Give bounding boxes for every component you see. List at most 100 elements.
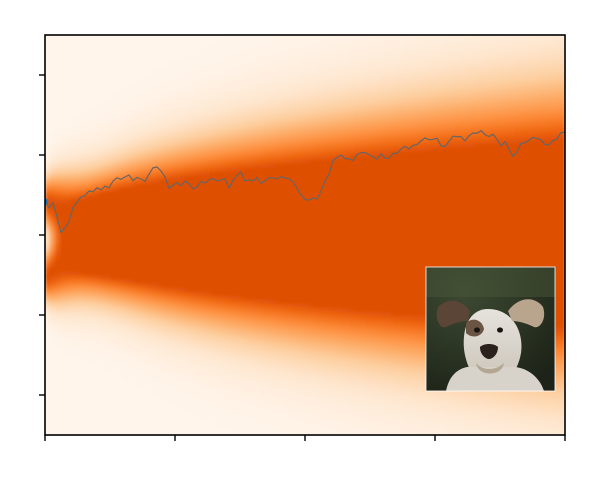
- heat-cell: [225, 87, 231, 92]
- heat-cell: [105, 311, 111, 316]
- heat-cell: [275, 371, 281, 376]
- heat-cell: [90, 343, 96, 348]
- heat-cell: [285, 283, 291, 288]
- heat-cell: [225, 239, 231, 244]
- heat-cell: [65, 219, 71, 224]
- heat-cell: [170, 291, 176, 296]
- heat-cell: [290, 423, 296, 428]
- heat-cell: [260, 431, 266, 435]
- heat-cell: [235, 211, 241, 216]
- heat-cell: [55, 71, 61, 76]
- heat-cell: [285, 247, 291, 252]
- heat-cell: [50, 327, 56, 332]
- heat-cell: [125, 359, 131, 364]
- heat-cell: [70, 327, 76, 332]
- heat-cell: [240, 43, 246, 48]
- heat-cell: [170, 279, 176, 284]
- heat-cell: [90, 295, 96, 300]
- heat-cell: [285, 423, 291, 428]
- heat-cell: [245, 131, 251, 136]
- heat-cell: [150, 135, 156, 140]
- heat-cell: [185, 143, 191, 148]
- heat-cell: [150, 319, 156, 324]
- heat-cell: [75, 131, 81, 136]
- heat-cell: [110, 183, 116, 188]
- heat-cell: [135, 367, 141, 372]
- heat-cell: [245, 311, 251, 316]
- heat-cell: [120, 227, 126, 232]
- heat-cell: [235, 351, 241, 356]
- heat-cell: [95, 403, 101, 408]
- heat-cell: [240, 87, 246, 92]
- heat-cell: [120, 247, 126, 252]
- heat-cell: [165, 295, 171, 300]
- heat-cell: [170, 79, 176, 84]
- heat-cell: [265, 375, 271, 380]
- heat-cell: [85, 427, 91, 432]
- heat-cell: [65, 151, 71, 156]
- heat-cell: [115, 387, 121, 392]
- heat-cell: [255, 131, 261, 136]
- heat-cell: [155, 191, 161, 196]
- heat-cell: [270, 359, 276, 364]
- heat-cell: [150, 299, 156, 304]
- heat-cell: [200, 243, 206, 248]
- heat-cell: [195, 263, 201, 268]
- heat-cell: [95, 267, 101, 272]
- heat-cell: [120, 243, 126, 248]
- heat-cell: [95, 411, 101, 416]
- heat-cell: [215, 175, 221, 180]
- heat-cell: [220, 151, 226, 156]
- heat-cell: [205, 187, 211, 192]
- heat-cell: [115, 115, 121, 120]
- heat-cell: [170, 111, 176, 116]
- heat-cell: [200, 307, 206, 312]
- heat-cell: [225, 115, 231, 120]
- heat-cell: [240, 99, 246, 104]
- heat-cell: [145, 163, 151, 168]
- heat-cell: [260, 123, 266, 128]
- heat-cell: [45, 139, 51, 144]
- heat-cell: [200, 335, 206, 340]
- heat-cell: [165, 323, 171, 328]
- heat-cell: [160, 59, 166, 64]
- heat-cell: [155, 295, 161, 300]
- heat-cell: [105, 303, 111, 308]
- heat-cell: [120, 143, 126, 148]
- heat-cell: [50, 239, 56, 244]
- heat-cell: [195, 59, 201, 64]
- heat-cell: [265, 243, 271, 248]
- heat-cell: [55, 267, 61, 272]
- heat-cell: [235, 131, 241, 136]
- heat-cell: [130, 387, 136, 392]
- heat-cell: [55, 411, 61, 416]
- heat-cell: [125, 323, 131, 328]
- heat-cell: [95, 123, 101, 128]
- heat-cell: [135, 407, 141, 412]
- heat-cell: [100, 327, 106, 332]
- heat-cell: [265, 423, 271, 428]
- heat-cell: [250, 91, 256, 96]
- heat-cell: [90, 399, 96, 404]
- heat-cell: [100, 99, 106, 104]
- heat-cell: [200, 83, 206, 88]
- heat-cell: [285, 71, 291, 76]
- heat-cell: [110, 227, 116, 232]
- heat-cell: [70, 83, 76, 88]
- heat-cell: [220, 391, 226, 396]
- heat-cell: [140, 155, 146, 160]
- heat-cell: [110, 307, 116, 312]
- heat-cell: [245, 295, 251, 300]
- heat-cell: [150, 127, 156, 132]
- heat-cell: [275, 255, 281, 260]
- heat-cell: [185, 367, 191, 372]
- heat-cell: [50, 323, 56, 328]
- heat-cell: [270, 171, 276, 176]
- heat-cell: [235, 379, 241, 384]
- heat-cell: [210, 287, 216, 292]
- heat-cell: [140, 331, 146, 336]
- heat-cell: [50, 91, 56, 96]
- heat-cell: [100, 379, 106, 384]
- heat-cell: [100, 239, 106, 244]
- heat-cell: [135, 271, 141, 276]
